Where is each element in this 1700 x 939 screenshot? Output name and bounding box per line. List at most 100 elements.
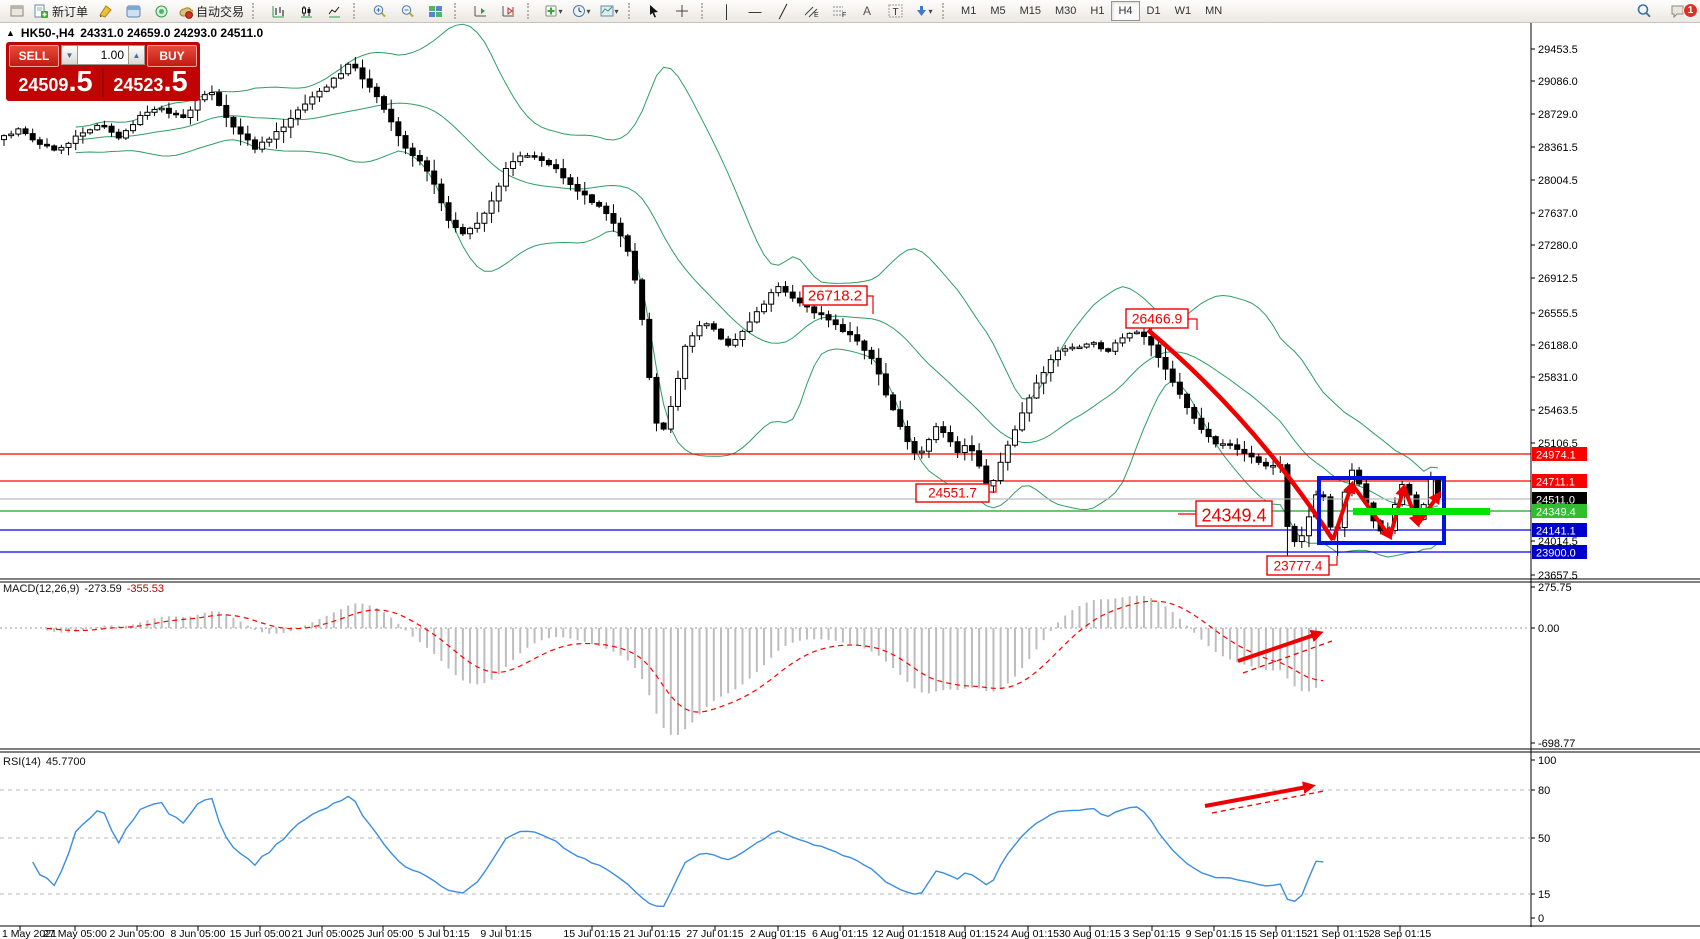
sell-price[interactable]: 24509 .5 <box>18 66 93 98</box>
svg-text:24349.4: 24349.4 <box>1201 506 1266 526</box>
price-annotation: 26718.2 <box>802 285 874 314</box>
symbol-title: HK50-,H4 <box>20 26 75 40</box>
svg-text:15 Jul 01:15: 15 Jul 01:15 <box>563 928 620 939</box>
chevron-down-icon: ▾ <box>928 6 933 16</box>
svg-text:0: 0 <box>1538 913 1544 925</box>
zoom-out-icon[interactable] <box>393 1 421 22</box>
toolbar-separator <box>454 3 461 19</box>
chart-shift-icon[interactable] <box>494 1 522 22</box>
svg-text:15 Sep 01:15: 15 Sep 01:15 <box>1245 928 1308 939</box>
svg-text:28729.0: 28729.0 <box>1538 109 1578 121</box>
autotrading-button[interactable]: 自动交易 <box>175 1 247 22</box>
chevron-down-icon: ▾ <box>586 6 591 16</box>
rsi-trend-arrow <box>1204 781 1316 808</box>
one-click-toggle[interactable]: ▲ <box>6 28 15 38</box>
navigator-icon[interactable] <box>119 1 147 22</box>
tile-windows-icon[interactable] <box>421 1 449 22</box>
fibonacci-icon[interactable]: F <box>825 1 853 22</box>
svg-text:30 Aug 01:15: 30 Aug 01:15 <box>1059 928 1121 939</box>
toolbar-separator <box>353 3 360 19</box>
bar-chart-icon[interactable] <box>264 1 292 22</box>
indicators-icon <box>545 5 557 17</box>
timeframe-M30[interactable]: M30 <box>1055 5 1077 17</box>
cursor-icon[interactable] <box>640 1 668 22</box>
periods-button[interactable]: ▾ <box>567 1 595 22</box>
candlestick-icon[interactable] <box>292 1 320 22</box>
svg-text:24551.7: 24551.7 <box>928 486 977 501</box>
timeframe-W1[interactable]: W1 <box>1174 5 1192 17</box>
svg-text:25463.5: 25463.5 <box>1538 405 1578 417</box>
text-icon[interactable]: A <box>863 4 872 18</box>
timeframe-D1[interactable]: D1 <box>1146 5 1161 17</box>
templates-icon <box>600 5 614 17</box>
svg-text:15: 15 <box>1538 889 1550 901</box>
alerts-icon[interactable] <box>147 1 175 22</box>
volume-down-button[interactable]: ▼ <box>61 45 78 65</box>
timeframe-M5[interactable]: M5 <box>990 5 1006 17</box>
horizontal-line-icon[interactable]: — <box>748 3 762 19</box>
svg-text:26912.5: 26912.5 <box>1538 273 1578 285</box>
svg-text:0.00: 0.00 <box>1538 623 1559 635</box>
templates-button[interactable]: ▾ <box>595 1 623 22</box>
svg-text:28361.5: 28361.5 <box>1538 142 1578 154</box>
search-icon[interactable] <box>1630 1 1658 22</box>
price-divider <box>102 68 104 98</box>
auto-scroll-icon[interactable] <box>466 1 494 22</box>
trendline-icon[interactable]: ╱ <box>779 3 787 19</box>
svg-text:26555.5: 26555.5 <box>1538 308 1578 320</box>
svg-text:27280.0: 27280.0 <box>1538 240 1578 252</box>
price-annotation: 24551.7 <box>915 483 997 503</box>
zigzag-arrow <box>1331 480 1356 541</box>
svg-text:23900.0: 23900.0 <box>1536 548 1576 560</box>
arrow-shapes-icon <box>916 6 926 16</box>
toolbar-separator <box>252 3 259 19</box>
svg-text:28004.5: 28004.5 <box>1538 175 1578 187</box>
metaeditor-icon[interactable] <box>91 1 119 22</box>
rsi-label: RSI(14) <box>3 756 41 768</box>
volume-input[interactable]: 1.00 <box>78 45 128 65</box>
new-order-button[interactable]: 新订单 <box>31 1 91 22</box>
svg-text:F: F <box>842 12 846 18</box>
vertical-line-icon[interactable]: │ <box>722 3 732 19</box>
chart-window-icon[interactable] <box>3 1 31 22</box>
svg-text:18 Aug 01:15: 18 Aug 01:15 <box>934 928 996 939</box>
svg-text:80: 80 <box>1538 785 1550 797</box>
svg-text:28 Sep 01:15: 28 Sep 01:15 <box>1369 928 1432 939</box>
svg-text:21 Jun 05:00: 21 Jun 05:00 <box>292 928 353 939</box>
svg-text:275.75: 275.75 <box>1538 582 1572 594</box>
buy-price[interactable]: 24523 .5 <box>113 66 188 98</box>
svg-text:24711.1: 24711.1 <box>1536 477 1575 489</box>
timeframe-MN[interactable]: MN <box>1205 5 1223 17</box>
timeframe-H1[interactable]: H1 <box>1090 5 1105 17</box>
svg-text:1 May 2021: 1 May 2021 <box>2 928 57 939</box>
autotrading-icon <box>179 6 194 19</box>
indicators-button[interactable]: ▾ <box>539 1 567 22</box>
svg-text:24974.1: 24974.1 <box>1536 450 1576 462</box>
decline-arrow <box>1146 328 1335 542</box>
zigzag-arrow <box>1402 486 1421 528</box>
price-annotation: 26466.9 <box>1125 308 1198 330</box>
buy-button[interactable]: BUY <box>147 45 197 67</box>
svg-text:8 Jun 05:00: 8 Jun 05:00 <box>171 928 226 939</box>
arrows-button[interactable]: ▾ <box>909 1 937 22</box>
text-label-icon[interactable]: T <box>881 1 909 22</box>
svg-text:27 May 05:00: 27 May 05:00 <box>43 928 107 939</box>
timeframe-M1[interactable]: M1 <box>961 5 977 17</box>
line-chart-icon[interactable] <box>320 1 348 22</box>
timeframe-M15[interactable]: M15 <box>1019 5 1041 17</box>
svg-text:26466.9: 26466.9 <box>1132 311 1183 327</box>
macd-main-value: -273.59 <box>84 583 122 595</box>
toolbar: 新订单 自动交易 ▾ ▾ ▾ │ — ╱ E <box>0 0 1700 23</box>
crosshair-icon[interactable] <box>668 1 696 22</box>
toolbar-separator <box>701 3 708 19</box>
volume-up-button[interactable]: ▲ <box>128 45 145 65</box>
notifications-button[interactable]: 1 <box>1664 1 1698 22</box>
equidistant-channel-icon[interactable]: E <box>797 1 825 22</box>
toolbar-separator <box>527 3 534 19</box>
sell-button[interactable]: SELL <box>9 45 59 67</box>
zoom-in-icon[interactable] <box>365 1 393 22</box>
timeframe-H4[interactable]: H4 <box>1111 1 1140 21</box>
svg-text:26718.2: 26718.2 <box>808 288 862 305</box>
svg-text:9 Sep 01:15: 9 Sep 01:15 <box>1186 928 1243 939</box>
